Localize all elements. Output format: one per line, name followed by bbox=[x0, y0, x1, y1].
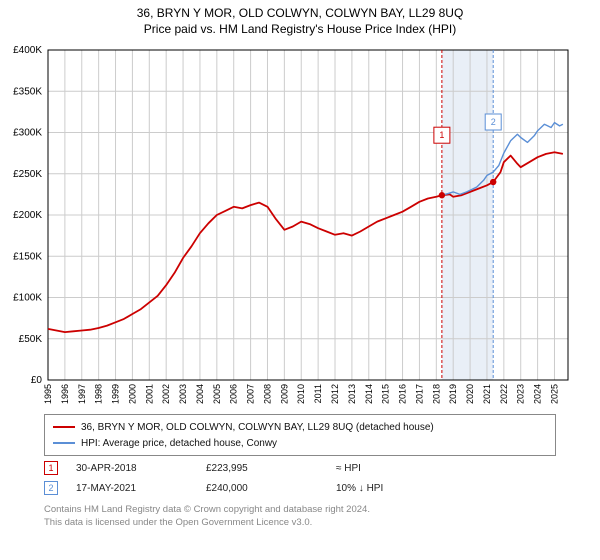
svg-text:2024: 2024 bbox=[533, 384, 543, 404]
svg-text:1995: 1995 bbox=[43, 384, 53, 404]
svg-text:£100K: £100K bbox=[13, 293, 42, 304]
sale-price: £223,995 bbox=[206, 463, 336, 474]
svg-text:1996: 1996 bbox=[60, 384, 70, 404]
svg-text:2017: 2017 bbox=[414, 384, 424, 404]
svg-text:£50K: £50K bbox=[19, 334, 43, 345]
sale-marker-icon: 2 bbox=[44, 481, 58, 495]
legend: 36, BRYN Y MOR, OLD COLWYN, COLWYN BAY, … bbox=[44, 414, 556, 456]
svg-text:2007: 2007 bbox=[246, 384, 256, 404]
sale-price: £240,000 bbox=[206, 483, 336, 494]
svg-text:2008: 2008 bbox=[262, 384, 272, 404]
svg-text:2020: 2020 bbox=[465, 384, 475, 404]
svg-text:2006: 2006 bbox=[229, 384, 239, 404]
svg-text:2013: 2013 bbox=[347, 384, 357, 404]
sale-delta: ≈ HPI bbox=[336, 463, 436, 474]
svg-text:£250K: £250K bbox=[13, 169, 42, 180]
chart-area: £0 £50K £100K £150K £200K £250K £300K £350K £400… bbox=[0, 44, 600, 404]
svg-text:2001: 2001 bbox=[144, 384, 154, 404]
page-title: 36, BRYN Y MOR, OLD COLWYN, COLWYN BAY, … bbox=[0, 6, 600, 20]
legend-label: 36, BRYN Y MOR, OLD COLWYN, COLWYN BAY, … bbox=[81, 422, 434, 433]
svg-text:£300K: £300K bbox=[13, 128, 42, 139]
svg-text:2018: 2018 bbox=[431, 384, 441, 404]
svg-text:2: 2 bbox=[491, 117, 496, 127]
legend-item: HPI: Average price, detached house, Conw… bbox=[53, 435, 547, 451]
svg-text:2004: 2004 bbox=[195, 384, 205, 404]
footer-attribution: Contains HM Land Registry data © Crown c… bbox=[44, 504, 556, 530]
svg-text:2016: 2016 bbox=[398, 384, 408, 404]
svg-text:2012: 2012 bbox=[330, 384, 340, 404]
svg-text:£400K: £400K bbox=[13, 45, 42, 56]
sales-table: 1 30-APR-2018 £223,995 ≈ HPI 2 17-MAY-20… bbox=[44, 458, 556, 498]
sale-date: 17-MAY-2021 bbox=[76, 483, 206, 494]
footer-line: This data is licensed under the Open Gov… bbox=[44, 517, 556, 530]
svg-text:2021: 2021 bbox=[482, 384, 492, 404]
svg-text:2009: 2009 bbox=[279, 384, 289, 404]
sale-date: 30-APR-2018 bbox=[76, 463, 206, 474]
sale-marker-icon: 1 bbox=[44, 461, 58, 475]
svg-text:£0: £0 bbox=[31, 375, 43, 386]
sale-delta: 10% ↓ HPI bbox=[336, 483, 436, 494]
svg-text:£200K: £200K bbox=[13, 210, 42, 221]
svg-text:2023: 2023 bbox=[516, 384, 526, 404]
svg-text:1999: 1999 bbox=[111, 384, 121, 404]
svg-text:1: 1 bbox=[439, 130, 444, 140]
svg-text:2019: 2019 bbox=[448, 384, 458, 404]
svg-text:£150K: £150K bbox=[13, 251, 42, 262]
svg-text:2000: 2000 bbox=[127, 384, 137, 404]
svg-text:2022: 2022 bbox=[499, 384, 509, 404]
table-row: 1 30-APR-2018 £223,995 ≈ HPI bbox=[44, 458, 556, 478]
svg-text:£350K: £350K bbox=[13, 86, 42, 97]
svg-text:2002: 2002 bbox=[161, 384, 171, 404]
page-subtitle: Price paid vs. HM Land Registry's House … bbox=[0, 22, 600, 36]
svg-text:1998: 1998 bbox=[94, 384, 104, 404]
svg-text:2005: 2005 bbox=[212, 384, 222, 404]
legend-swatch bbox=[53, 426, 75, 428]
svg-text:2011: 2011 bbox=[313, 384, 323, 403]
line-chart: £0 £50K £100K £150K £200K £250K £300K £350K £400… bbox=[0, 44, 600, 404]
table-row: 2 17-MAY-2021 £240,000 10% ↓ HPI bbox=[44, 478, 556, 498]
svg-text:2025: 2025 bbox=[549, 384, 559, 404]
svg-text:1997: 1997 bbox=[77, 384, 87, 404]
svg-text:2010: 2010 bbox=[296, 384, 306, 404]
svg-text:2014: 2014 bbox=[364, 384, 374, 404]
footer-line: Contains HM Land Registry data © Crown c… bbox=[44, 504, 556, 517]
svg-text:2015: 2015 bbox=[381, 384, 391, 404]
legend-item: 36, BRYN Y MOR, OLD COLWYN, COLWYN BAY, … bbox=[53, 419, 547, 435]
legend-swatch bbox=[53, 442, 75, 444]
svg-text:2003: 2003 bbox=[178, 384, 188, 404]
legend-label: HPI: Average price, detached house, Conw… bbox=[81, 438, 277, 449]
